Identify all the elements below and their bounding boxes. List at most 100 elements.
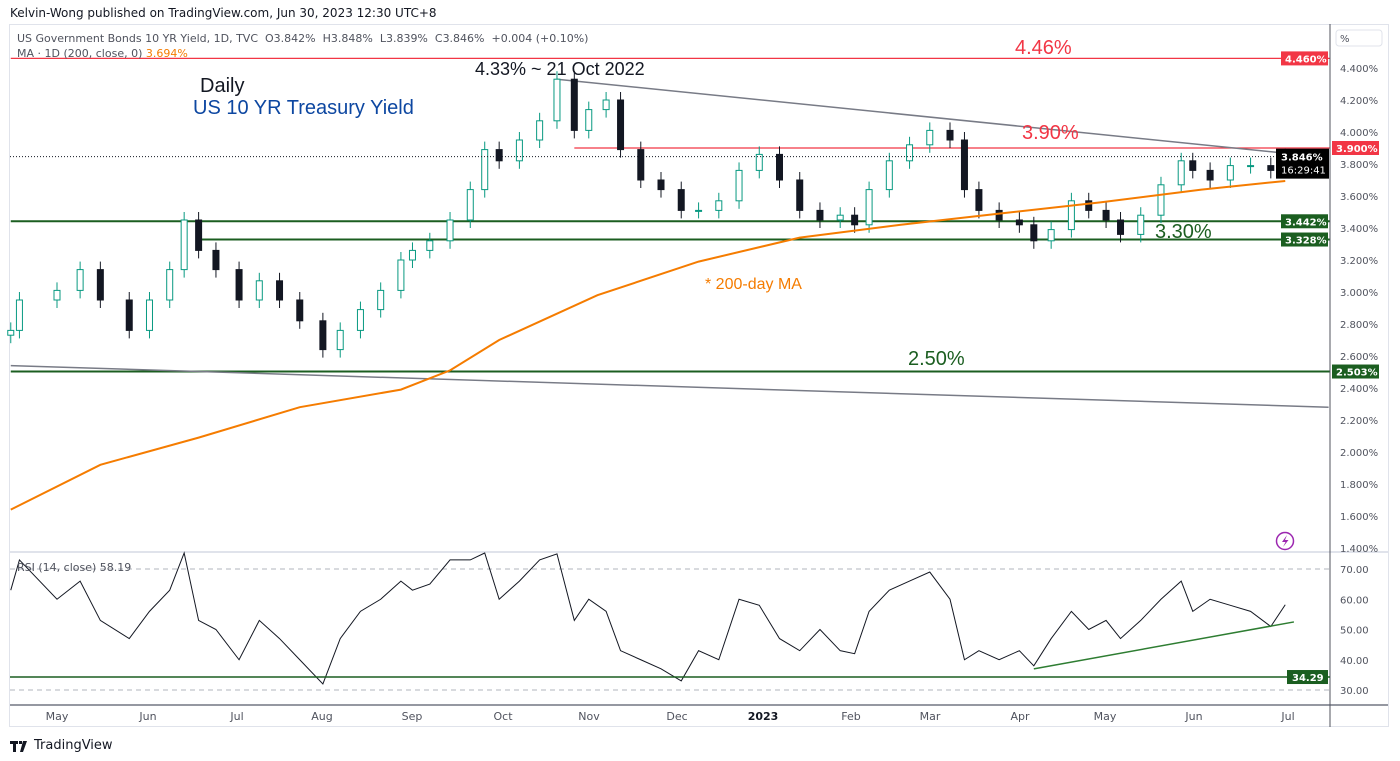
candle [276, 280, 284, 301]
candle [836, 214, 844, 221]
last-price-label: 3.846% [1281, 153, 1323, 164]
candle [15, 299, 23, 331]
annotation-level-250: 2.50% [908, 348, 965, 370]
candle [212, 249, 220, 271]
candle [585, 109, 593, 131]
annotation-level-446: 4.46% [1015, 37, 1072, 59]
time-tick: May [46, 710, 69, 723]
candle [1085, 200, 1093, 211]
candle [356, 309, 364, 331]
trendlines [10, 78, 1329, 408]
rsi-trendline [1033, 621, 1295, 670]
annotation-level-330: 3.30% [1155, 221, 1212, 243]
ohlc-values: O3.842% H3.848% L3.839% C3.846% +0.004 (… [265, 32, 589, 45]
rsi-tick: 50.00 [1340, 626, 1369, 637]
time-tick: Sep [402, 710, 423, 723]
candle [553, 78, 561, 122]
candle [296, 299, 304, 322]
candle [336, 329, 344, 351]
footer-brand: TradingView [34, 738, 113, 753]
price-tick: 4.400% [1340, 64, 1378, 75]
candle [408, 249, 416, 261]
price-tick: 3.800% [1340, 160, 1378, 171]
symbol-name: US Government Bonds 10 YR Yield, 1D, TVC [17, 32, 259, 45]
annotation-subtitle: US 10 YR Treasury Yield [193, 97, 414, 119]
candle [466, 189, 474, 221]
price-tick: 2.000% [1340, 448, 1378, 459]
time-tick: Aug [311, 710, 332, 723]
annotation-ma-note: * 200-day MA [705, 276, 802, 293]
price-badge-label: 3.442% [1285, 217, 1327, 228]
time-tick: Oct [493, 710, 513, 723]
candle [755, 153, 763, 171]
candle [1067, 200, 1075, 231]
price-tick: 2.600% [1340, 352, 1378, 363]
rsi-label: RSI (14, close) [17, 561, 97, 574]
candle [695, 209, 703, 212]
time-tick: May [1094, 710, 1117, 723]
candle [677, 189, 685, 211]
candle [1177, 160, 1185, 186]
price-tick: 1.800% [1340, 480, 1378, 491]
price-badge [1281, 51, 1328, 66]
candle [617, 99, 625, 151]
price-tick: 4.200% [1340, 96, 1378, 107]
candle [602, 99, 610, 111]
candle [796, 179, 804, 211]
candle [397, 259, 405, 291]
ma-value: 3.694% [145, 47, 188, 60]
candle [481, 149, 489, 191]
time-tick: Jun [138, 710, 156, 723]
candle [637, 149, 645, 181]
time-tick: Jun [1184, 710, 1202, 723]
candle [1267, 165, 1275, 171]
symbol-legend[interactable]: US Government Bonds 10 YR Yield, 1D, TVC… [17, 32, 588, 45]
candle [735, 169, 743, 202]
time-tick: Jul [1280, 710, 1294, 723]
candle [235, 269, 243, 301]
candle [1102, 209, 1110, 221]
price-badge-label: 3.328% [1285, 236, 1327, 247]
price-badge-label: 4.460% [1285, 54, 1327, 65]
candle [7, 329, 15, 336]
tradingview-logo-icon [10, 740, 27, 752]
chart-frame [9, 24, 1389, 727]
trendline [556, 78, 1329, 159]
ma-legend[interactable]: MA · 1D (200, close, 0) 3.694% [17, 47, 188, 60]
time-tick: Nov [578, 710, 600, 723]
price-tick: 1.400% [1340, 544, 1378, 555]
price-badge-label: 2.503% [1336, 368, 1378, 379]
candle [536, 120, 544, 141]
candle [515, 139, 523, 162]
rsi-tick: 70.00 [1340, 565, 1369, 576]
candle [180, 219, 188, 271]
publisher-line: Kelvin-Wong published on TradingView.com… [10, 6, 437, 20]
candle [1137, 214, 1145, 235]
candle [125, 299, 133, 331]
candle [195, 219, 203, 251]
candle [426, 240, 434, 251]
candle [570, 78, 578, 131]
price-axis: 4.400% 4.200% 4.000% 3.800% 3.600% 3.400% 3.20… [1276, 29, 1383, 555]
candle [1117, 219, 1125, 235]
annotation-title: Daily [200, 75, 244, 97]
candle [495, 149, 503, 162]
time-tick: 2023 [748, 710, 779, 723]
candle [76, 269, 84, 291]
candle [1206, 169, 1214, 181]
price-tick: 2.200% [1340, 416, 1378, 427]
rsi-badge-label: 34.29 [1292, 673, 1324, 684]
tradingview-logo[interactable]: TradingView [10, 738, 113, 753]
candle [1030, 224, 1038, 242]
candle [1047, 229, 1055, 242]
time-tick: Apr [1010, 710, 1030, 723]
candle [319, 320, 327, 351]
lightning-icon[interactable] [1275, 531, 1295, 551]
price-badge [1332, 364, 1379, 379]
price-tick: 1.600% [1340, 512, 1378, 523]
time-tick: Jul [229, 710, 243, 723]
candle [255, 280, 263, 301]
rsi-legend[interactable]: RSI (14, close) 58.19 [17, 561, 131, 574]
candle [851, 214, 859, 226]
